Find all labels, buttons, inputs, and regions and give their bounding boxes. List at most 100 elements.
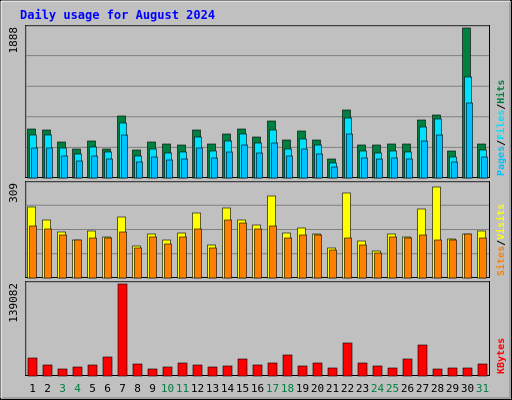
bar-kbytes (357, 362, 368, 377)
bar-sites (224, 219, 232, 279)
bar-pages (61, 155, 68, 179)
bar-pages (271, 142, 278, 179)
x-tick-label: 9 (149, 382, 156, 395)
x-tick-label: 8 (134, 382, 141, 395)
panel-kbytes: 139082 KBytes (7, 281, 507, 377)
bar-sites (269, 225, 277, 279)
bar-pages (421, 140, 428, 179)
bar-kbytes (162, 366, 173, 377)
bar-kbytes (417, 344, 428, 377)
bar-sites (179, 236, 187, 279)
bar-pages (166, 159, 173, 179)
bar-pages (241, 144, 248, 179)
bar-kbytes (147, 368, 158, 377)
bar-kbytes (297, 365, 308, 377)
bar-pages (106, 158, 113, 179)
legend-kbytes: KBytes (496, 338, 507, 374)
y-axis-max-label: 1888 (7, 27, 20, 54)
bar-pages (121, 134, 128, 179)
bar-kbytes (477, 363, 488, 377)
x-tick-label: 21 (326, 382, 339, 395)
bar-pages (481, 156, 488, 179)
bar-pages (436, 134, 443, 179)
plot-area (25, 281, 490, 376)
bar-pages (91, 155, 98, 179)
bar-kbytes (372, 365, 383, 377)
legend-separator: / (496, 140, 507, 146)
x-tick-label: 23 (356, 382, 369, 395)
x-axis-day-labels: 1 2 3 4 5 6 7 8 9 10 11 12 13 14 15 16 17 18 19 20 21 22 23 24 2… (29, 382, 489, 395)
bar-kbytes (402, 358, 413, 377)
bar-pages (331, 166, 338, 179)
bar-kbytes (222, 365, 233, 377)
bar-sites (194, 228, 202, 279)
legend-hits-files-pages: Pages/Files/Hits (495, 80, 507, 176)
legend-separator: / (496, 240, 507, 246)
bar-pages (31, 147, 38, 179)
x-tick-label: 1 (29, 382, 36, 395)
x-tick-label: 31 (476, 382, 489, 395)
chart-panels: 1888 Pages/Files/Hits 309 Sites/Visits 13908… (7, 25, 507, 377)
bar-pages (136, 161, 143, 179)
bar-sites (389, 236, 397, 279)
bar-kbytes (342, 342, 353, 377)
bar-pages (196, 147, 203, 179)
bar-sites (59, 234, 67, 279)
bar-sites (149, 236, 157, 279)
bar-sites (239, 222, 247, 279)
bar-kbytes (327, 367, 338, 377)
bar-pages (391, 157, 398, 179)
x-tick-label: 16 (251, 382, 264, 395)
bar-pages (151, 156, 158, 179)
bar-pages (346, 133, 353, 179)
x-tick-label: 22 (341, 382, 354, 395)
bar-pages (211, 157, 218, 179)
panel-sites-visits: 309 Sites/Visits (7, 181, 507, 279)
bar-pages (361, 157, 368, 179)
bar-sites (284, 237, 292, 279)
legend-item-pages: Pages (496, 146, 507, 176)
bar-pages (301, 148, 308, 179)
legend-item-visits: Visits (495, 204, 507, 240)
x-tick-label: 12 (191, 382, 204, 395)
bar-sites (404, 237, 412, 279)
bar-kbytes (132, 363, 143, 377)
bar-kbytes (387, 367, 398, 377)
chart-title: Daily usage for August 2024 (20, 8, 215, 22)
bar-sites (89, 237, 97, 279)
bar-pages (451, 161, 458, 179)
x-tick-label: 5 (89, 382, 96, 395)
bar-kbytes (192, 364, 203, 377)
bar-sites (104, 237, 112, 279)
bar-sites (134, 247, 142, 279)
bar-sites (29, 225, 37, 279)
bar-sites (434, 239, 442, 279)
x-tick-label: 19 (296, 382, 309, 395)
bar-kbytes (447, 367, 458, 377)
bar-pages (466, 102, 473, 179)
bar-sites (44, 228, 52, 279)
legend-item-files: Files (495, 110, 507, 140)
y-axis-max-label: 309 (7, 183, 20, 203)
bar-kbytes (72, 366, 83, 377)
bar-sites (119, 231, 127, 279)
bar-pages (316, 153, 323, 179)
x-tick-label: 4 (74, 382, 81, 395)
x-tick-label: 29 (446, 382, 459, 395)
bar-sites (359, 244, 367, 279)
legend-sites-visits: Sites/Visits (495, 204, 507, 276)
bar-kbytes (117, 283, 128, 377)
bar-kbytes (177, 362, 188, 377)
x-tick-label: 7 (119, 382, 126, 395)
bar-pages (376, 158, 383, 179)
bar-sites (374, 252, 382, 279)
bar-sites (74, 239, 82, 279)
bar-pages (256, 152, 263, 179)
bar-sites (479, 237, 487, 279)
bar-kbytes (87, 364, 98, 377)
bar-pages (46, 147, 53, 179)
x-tick-label: 14 (221, 382, 235, 395)
bar-kbytes (207, 366, 218, 377)
x-tick-label: 27 (416, 382, 429, 395)
